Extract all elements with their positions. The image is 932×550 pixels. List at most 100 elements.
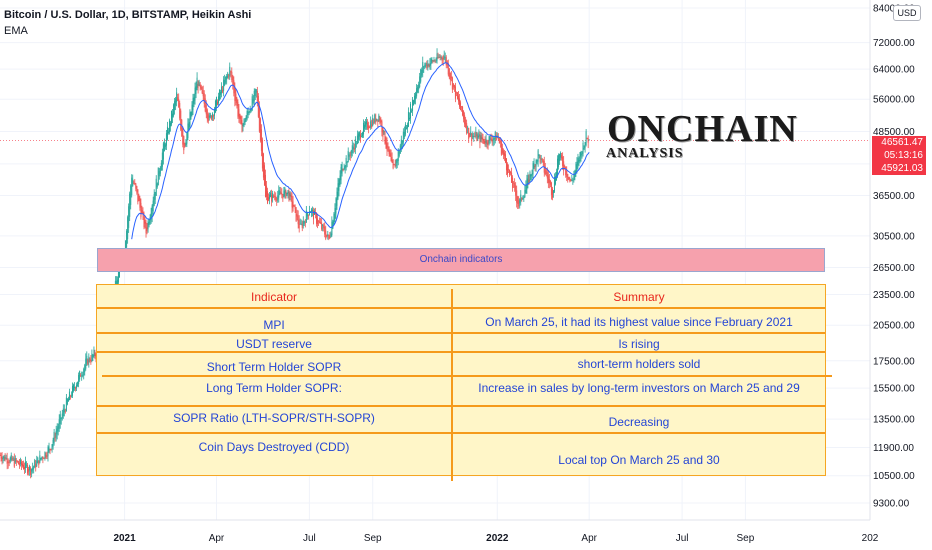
candle-body [28,469,30,472]
candle-body [419,76,421,87]
candle-body [465,119,467,127]
candle-body [173,104,175,116]
candle-body [292,201,294,209]
candle-body [482,138,484,140]
candle-body [83,368,85,376]
candle-body [261,139,263,169]
candle-body [504,154,506,163]
candle-body [407,111,409,127]
candle-body [15,460,17,462]
candle-body [213,109,215,116]
row-indicator: Short Term Holder SOPR [206,360,342,374]
candle-body [360,136,362,138]
candle-body [139,198,141,208]
candle-body [422,62,424,73]
candle-body [523,196,525,199]
row-indicator: Long Term Holder SOPR: [206,381,342,395]
candle-body [260,129,262,151]
candle-body [56,428,58,435]
candle-body [445,57,447,66]
candle-body [391,157,393,163]
y-tick-label: 56000.00 [873,95,915,106]
candle-body [546,172,548,179]
candle-body [65,397,67,411]
candle-body [55,430,57,438]
candle-body [290,194,292,197]
candle-body [156,183,158,188]
candle-body [27,464,29,474]
candle-body [150,213,152,221]
candle-body [93,349,95,356]
candle-body [566,170,568,178]
candle-body [239,113,241,119]
candle-body [372,117,374,126]
candle-body [560,153,562,158]
candle-body [75,387,77,389]
candle-body [41,456,43,459]
candle-body [149,217,151,224]
candle-body [225,76,227,83]
candle-body [226,75,228,80]
candle-body [241,120,243,133]
currency-button[interactable]: USD [893,5,921,21]
candle-body [144,220,146,224]
x-tick-label: Sep [737,533,755,544]
candle-body [267,191,269,204]
candle-body [248,112,250,114]
symbol-title[interactable]: Bitcoin / U.S. Dollar, 1D, BITSTAMP, Hei… [4,9,252,21]
candle-body [76,384,78,389]
candle-body [79,371,81,380]
candle-body [565,166,567,176]
candle-body [402,131,404,143]
row-summary: short-term holders sold [577,357,701,371]
candle-body [369,127,371,128]
candle-body [473,136,475,137]
candle-body [253,90,255,102]
candle-body [425,62,427,66]
ema-line [131,62,590,240]
candle-body [463,110,465,119]
candle-body [170,122,172,127]
candle-body [250,109,252,111]
candle-body [441,57,443,59]
candle-body [588,139,590,141]
candle-body [483,139,485,144]
candle-body [212,115,214,117]
y-tick-label: 72000.00 [873,38,915,49]
candle-body [474,136,476,138]
candle-body [229,66,231,76]
candle-body [177,97,179,101]
candle-body [420,69,422,82]
candle-body [571,180,573,182]
candle-body [29,466,31,471]
candle-body [186,132,188,144]
candle-body [395,159,397,167]
candle-body [14,458,16,463]
candle-body [325,230,327,239]
candle-body [288,191,290,201]
candle-body [38,460,40,465]
x-tick-label: 202 [862,533,879,544]
ema-indicator-label[interactable]: EMA [4,25,28,37]
candle-body [394,164,396,168]
candle-body [78,375,80,385]
candle-body [532,163,534,175]
candle-body [480,135,482,140]
candle-body [561,155,563,159]
candle-body [18,462,20,466]
y-tick-label: 20500.00 [873,321,915,332]
candle-body [287,190,289,194]
candle-body [517,196,519,205]
candle-body [486,140,488,145]
countdown-label: 05:13:16 [872,149,926,162]
row-indicator: SOPR Ratio (LTH-SOPR/STH-SOPR) [173,411,375,425]
candle-body [494,132,496,139]
candle-body [541,158,543,161]
candle-body [190,111,192,120]
candle-body [359,134,361,139]
candle-body [238,109,240,119]
candle-body [562,156,564,166]
candle-body [231,71,233,81]
candle-body [343,168,345,170]
candle-body [512,177,514,188]
